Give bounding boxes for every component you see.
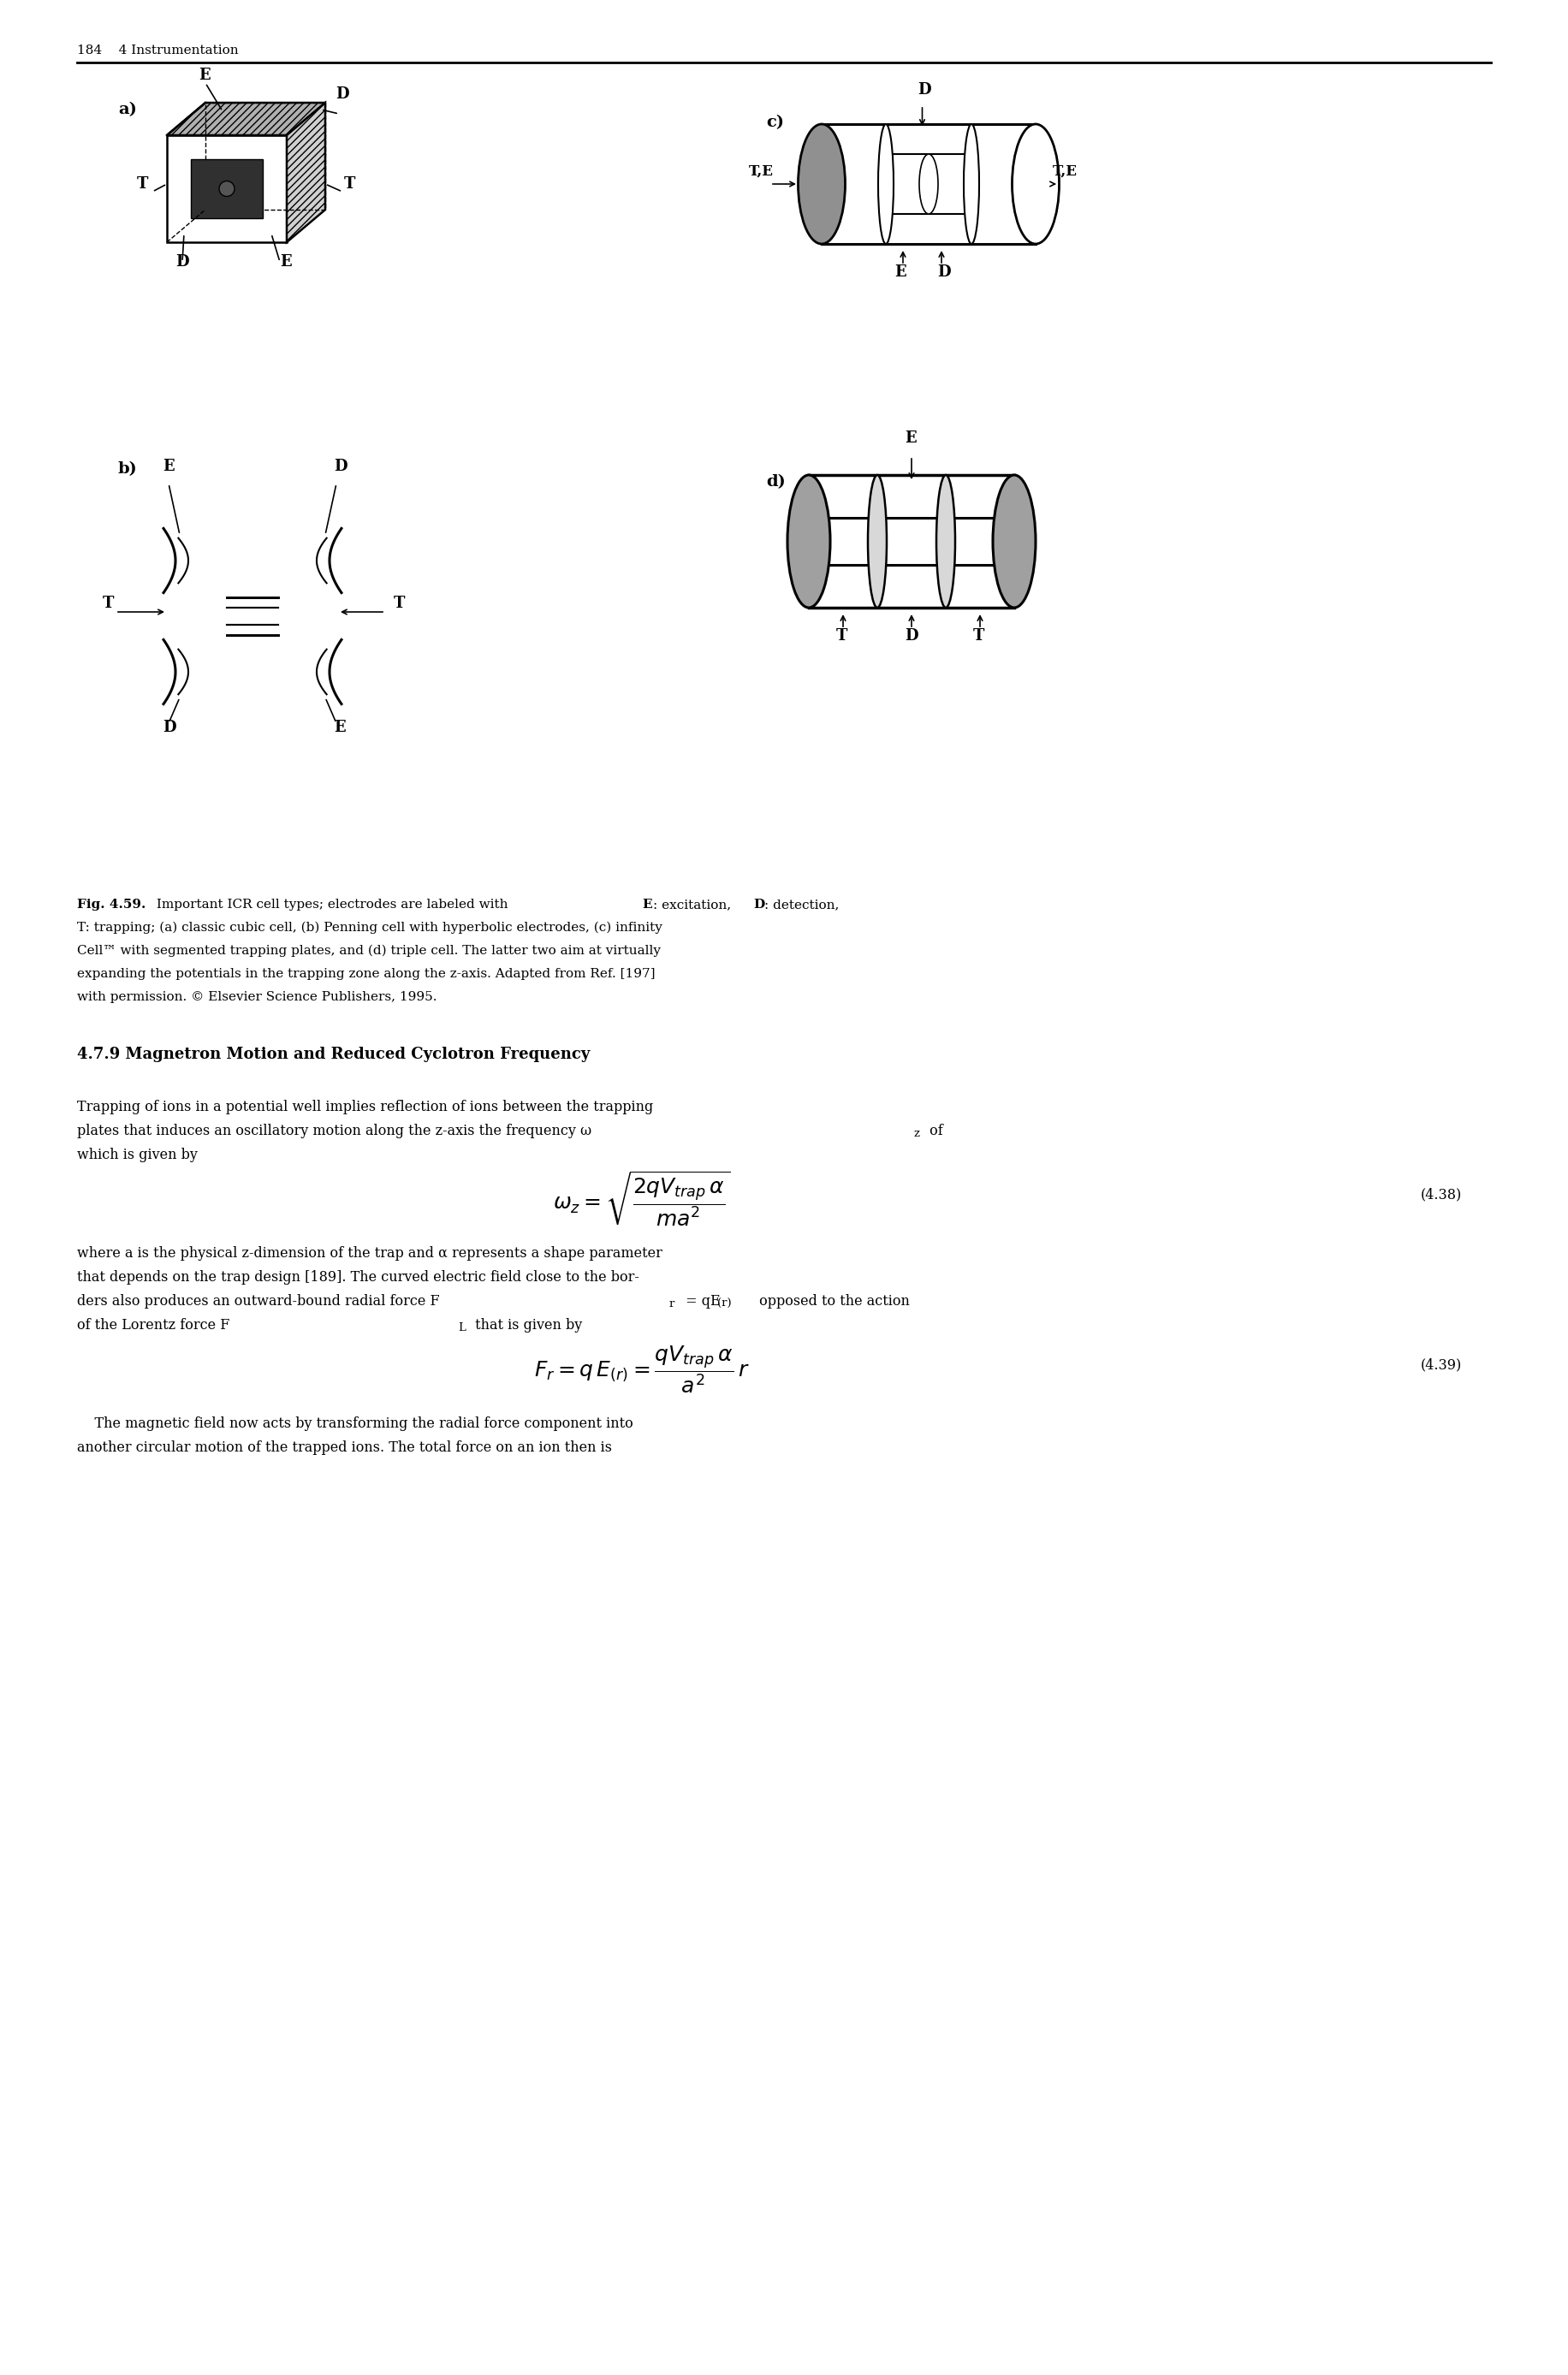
Text: 4.7.9 Magnetron Motion and Reduced Cyclotron Frequency: 4.7.9 Magnetron Motion and Reduced Cyclo… (77, 1047, 590, 1062)
Text: The magnetic field now acts by transforming the radial force component into: The magnetic field now acts by transform… (77, 1416, 633, 1432)
Text: D: D (938, 264, 950, 280)
Text: of: of (925, 1123, 942, 1138)
Text: that depends on the trap design [189]. The curved electric field close to the bo: that depends on the trap design [189]. T… (77, 1271, 640, 1285)
Text: Trapping of ions in a potential well implies reflection of ions between the trap: Trapping of ions in a potential well imp… (77, 1100, 654, 1114)
Text: T: T (394, 596, 405, 610)
Ellipse shape (787, 475, 829, 608)
Text: : excitation,: : excitation, (652, 898, 735, 910)
Text: T,E: T,E (1052, 164, 1077, 178)
Text: opposed to the action: opposed to the action (754, 1294, 909, 1309)
Polygon shape (287, 102, 325, 242)
Text: E: E (279, 254, 292, 271)
Text: d): d) (767, 475, 786, 489)
Text: a): a) (118, 102, 136, 116)
Text: L: L (458, 1323, 466, 1332)
Text: = qE: = qE (681, 1294, 720, 1309)
Polygon shape (191, 159, 263, 219)
Text: that is given by: that is given by (470, 1318, 582, 1332)
Text: D: D (336, 86, 350, 102)
Text: b): b) (118, 461, 138, 477)
Text: c): c) (767, 114, 784, 131)
Text: D: D (176, 254, 188, 271)
Text: E: E (905, 430, 916, 447)
Text: expanding the potentials in the trapping zone along the z-axis. Adapted from Ref: expanding the potentials in the trapping… (77, 969, 655, 981)
Text: 184    4 Instrumentation: 184 4 Instrumentation (77, 45, 238, 57)
Ellipse shape (220, 180, 235, 197)
Polygon shape (166, 102, 325, 135)
Text: D: D (905, 629, 917, 644)
Text: E: E (334, 720, 345, 736)
Text: : detection,: : detection, (764, 898, 839, 910)
Text: ders also produces an outward-bound radial force F: ders also produces an outward-bound radi… (77, 1294, 439, 1309)
Text: (4.38): (4.38) (1421, 1188, 1461, 1202)
Ellipse shape (798, 123, 845, 245)
Text: with permission. © Elsevier Science Publishers, 1995.: with permission. © Elsevier Science Publ… (77, 990, 437, 1002)
Text: D: D (334, 458, 347, 475)
Text: where a is the physical z-dimension of the trap and α represents a shape paramet: where a is the physical z-dimension of t… (77, 1247, 662, 1261)
Text: T: T (836, 629, 848, 644)
Ellipse shape (993, 475, 1035, 608)
Text: T: T (103, 596, 114, 610)
Text: of the Lorentz force F: of the Lorentz force F (77, 1318, 229, 1332)
Text: E: E (199, 66, 210, 83)
Text: $\omega_z = \sqrt{\dfrac{2qV_{trap}\,\alpha}{ma^2}}$: $\omega_z = \sqrt{\dfrac{2qV_{trap}\,\al… (554, 1171, 731, 1228)
Ellipse shape (919, 154, 938, 214)
Ellipse shape (1011, 123, 1058, 245)
Text: (4.39): (4.39) (1421, 1358, 1461, 1373)
Ellipse shape (964, 123, 978, 245)
Text: E: E (163, 458, 174, 475)
Text: z: z (913, 1128, 919, 1140)
Text: D: D (163, 720, 176, 736)
Text: T,E: T,E (750, 164, 773, 178)
Text: r: r (670, 1299, 674, 1309)
Text: E: E (894, 264, 906, 280)
Ellipse shape (936, 475, 955, 608)
Text: (r): (r) (717, 1299, 731, 1309)
Text: T: trapping; (a) classic cubic cell, (b) Penning cell with hyperbolic electrodes: T: trapping; (a) classic cubic cell, (b)… (77, 922, 662, 933)
Text: $F_r = q\,E_{(r)} = \dfrac{qV_{trap}\,\alpha}{a^2}\,r$: $F_r = q\,E_{(r)} = \dfrac{qV_{trap}\,\a… (535, 1344, 750, 1394)
Text: Important ICR cell types; electrodes are labeled with: Important ICR cell types; electrodes are… (152, 898, 513, 910)
Text: plates that induces an oscillatory motion along the z-axis the frequency ω: plates that induces an oscillatory motio… (77, 1123, 591, 1138)
Ellipse shape (878, 123, 894, 245)
Text: D: D (753, 898, 765, 910)
Text: Cell™ with segmented trapping plates, and (d) triple cell. The latter two aim at: Cell™ with segmented trapping plates, an… (77, 945, 660, 957)
Text: T: T (974, 629, 985, 644)
Text: D: D (917, 83, 931, 97)
Text: E: E (641, 898, 652, 910)
Text: Fig. 4.59.: Fig. 4.59. (77, 898, 146, 910)
Ellipse shape (867, 475, 887, 608)
Text: T: T (343, 176, 356, 192)
Text: another circular motion of the trapped ions. The total force on an ion then is: another circular motion of the trapped i… (77, 1439, 612, 1456)
Text: which is given by: which is given by (77, 1147, 198, 1161)
Text: T: T (136, 176, 149, 192)
